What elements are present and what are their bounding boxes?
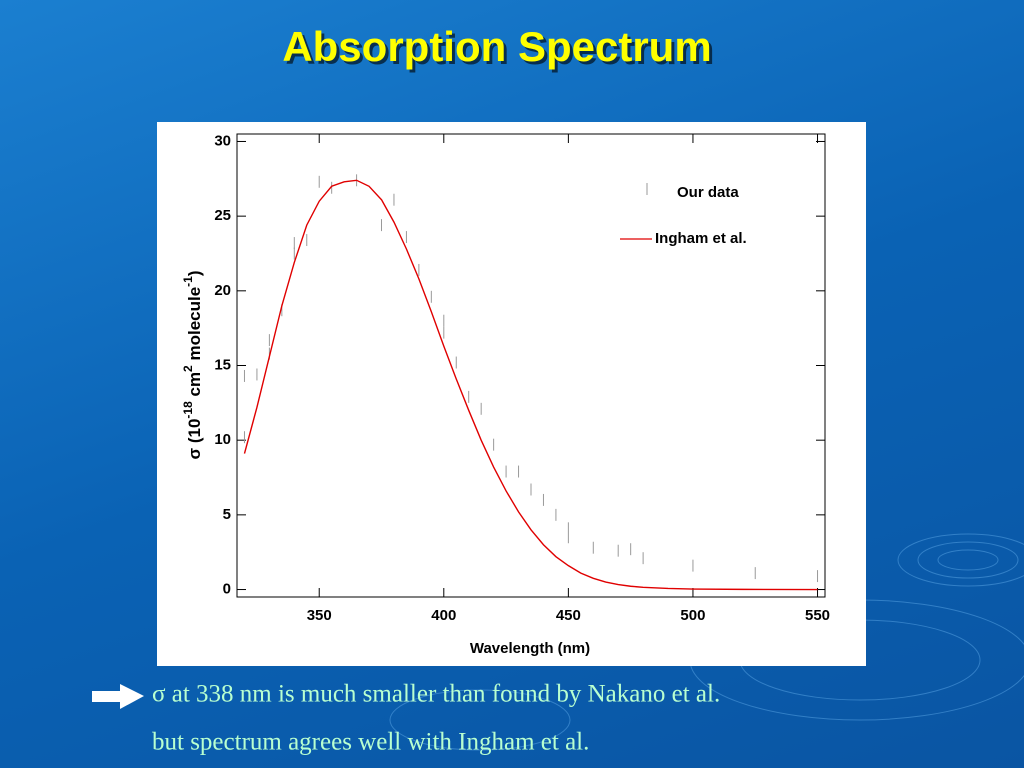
label-part: cm [185,372,204,401]
legend-label: Ingham et al. [655,230,747,247]
x-tick-label: 350 [307,607,332,624]
y-tick-label: 15 [214,356,231,373]
title-shadow: Absorption Spectrum [285,26,714,73]
superscript: -1 [181,276,195,287]
arrow [92,684,144,709]
x-tick-label: 400 [431,607,456,624]
bullet-text: σ at 338 nm is much smaller than found b… [152,681,720,708]
y-axis-label: σ (10-18 cm2 molecule-1) [181,270,204,459]
y-tick-label: 10 [214,431,231,448]
superscript: -18 [181,401,195,419]
data-line [243,179,818,591]
x-tick-label: 550 [805,607,830,624]
y-tick-label: 5 [223,506,231,523]
label-part: ) [185,270,204,276]
bullet-text: but spectrum agrees well with Ingham et … [152,729,589,756]
y-tick-label: 20 [214,282,231,299]
label-part: molecule [185,287,204,365]
slide-title: Absorption Spectrum [282,23,711,70]
x-axis-label: Wavelength (nm) [470,640,590,657]
x-tick-label: 450 [556,607,581,624]
chart-panel [157,122,866,666]
legend: Our data Ingham et al. [620,183,747,247]
label-part: σ (10 [185,419,204,460]
y-tick-label: 25 [214,207,231,224]
x-tick-label: 500 [680,607,705,624]
legend-label: Our data [677,184,739,201]
y-tick-label: 0 [223,581,231,598]
superscript: 2 [181,365,195,372]
y-tick-label: 30 [214,132,231,149]
